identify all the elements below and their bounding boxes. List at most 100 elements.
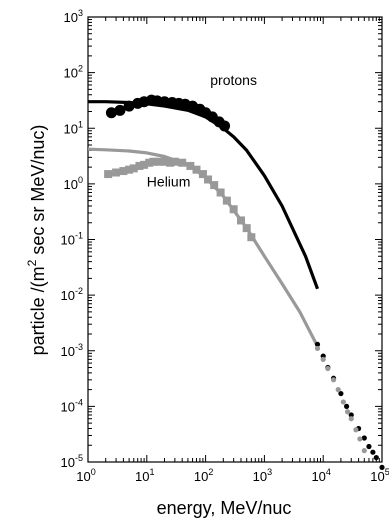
helium-data-point xyxy=(242,224,251,233)
protons-extrapolation-point xyxy=(370,449,376,455)
y-axis-title-superscript: 2 xyxy=(25,259,39,266)
helium-extrapolation-point xyxy=(340,399,346,405)
tick-label-exponent: 1 xyxy=(78,119,83,129)
protons-model-line xyxy=(88,100,320,290)
helium-extrapolation-point xyxy=(320,356,326,362)
helium-data-point xyxy=(204,175,213,184)
x-tick-label: 100 xyxy=(76,467,95,484)
tick-label-exponent: -1 xyxy=(75,231,83,241)
tick-label-base: 10 xyxy=(61,344,75,359)
tick-label-base: 10 xyxy=(64,10,78,25)
helium-data-point xyxy=(104,170,113,179)
tick-label-base: 10 xyxy=(64,66,78,81)
tick-label-base: 10 xyxy=(253,469,267,484)
tick-label-base: 10 xyxy=(135,469,149,484)
helium-data-point xyxy=(166,158,175,167)
protons-extrapolation-point xyxy=(314,341,321,348)
helium-extrapolation-point xyxy=(353,427,359,433)
y-tick-label: 103 xyxy=(64,8,83,25)
protons-extrapolation-point xyxy=(366,443,372,450)
tick-label-base: 10 xyxy=(311,469,325,484)
tick-label-base: 10 xyxy=(61,288,75,303)
helium-data-point xyxy=(160,157,169,166)
helium-extrapolation-point xyxy=(325,365,331,372)
tick-label-base: 10 xyxy=(194,469,208,484)
tick-label-exponent: 5 xyxy=(385,467,389,477)
y-tick-label: 10-2 xyxy=(61,286,83,303)
tick-label-exponent: -5 xyxy=(75,453,83,463)
helium-data-point xyxy=(229,205,238,214)
helium-data-point xyxy=(149,157,158,166)
series-layer xyxy=(87,94,385,470)
y-tick-label: 100 xyxy=(64,175,83,192)
helium-data-point xyxy=(178,158,187,167)
tick-label-base: 10 xyxy=(370,469,384,484)
protons-extrapolation-point xyxy=(338,390,344,397)
series-annotation-helium: Helium xyxy=(147,173,191,189)
helium-data-point xyxy=(237,216,246,225)
y-axis-title: particle /(m2 sec sr MeV/nuc) xyxy=(25,125,48,356)
helium-extrapolation-point xyxy=(335,387,341,393)
x-tick-label: 105 xyxy=(370,467,389,484)
tick-label-exponent: 3 xyxy=(78,8,83,18)
helium-data-point xyxy=(129,164,138,173)
y-tick-label: 10-1 xyxy=(61,231,83,248)
tick-label-exponent: 3 xyxy=(267,467,272,477)
y-tick-label: 101 xyxy=(64,119,83,136)
tick-label-exponent: -3 xyxy=(75,342,83,352)
y-axis-title-suffix: sec sr MeV/nuc) xyxy=(28,125,48,260)
helium-data-point xyxy=(154,157,163,166)
protons-data-point xyxy=(219,120,231,132)
tick-label-exponent: 1 xyxy=(150,467,155,477)
protons-extrapolation-point xyxy=(379,464,385,470)
annotations: protons Helium xyxy=(147,72,257,189)
protons-data-point xyxy=(114,104,126,116)
protons-extrapolation-point xyxy=(373,454,379,461)
tick-label-exponent: 0 xyxy=(91,467,96,477)
helium-data-point xyxy=(198,170,207,179)
tick-label-base: 10 xyxy=(64,121,78,136)
helium-data-point xyxy=(145,158,154,167)
protons-extrapolation-point xyxy=(348,412,354,418)
x-tick-label: 103 xyxy=(253,467,272,484)
helium-data-point xyxy=(192,165,201,174)
helium-data-point xyxy=(222,196,231,205)
series-annotation-protons: protons xyxy=(210,72,257,88)
protons-data-point xyxy=(105,107,117,119)
y-tick-label: 10-5 xyxy=(61,453,83,470)
axis-ticks xyxy=(87,16,383,463)
tick-label-exponent: 2 xyxy=(208,467,213,477)
tick-label-exponent: 4 xyxy=(326,467,331,477)
x-tick-label: 102 xyxy=(194,467,213,484)
y-tick-label: 10-3 xyxy=(61,342,83,359)
helium-data-point xyxy=(135,161,144,170)
helium-data-point xyxy=(119,167,128,176)
helium-model-line xyxy=(87,147,319,348)
protons-extrapolation-point xyxy=(343,403,350,409)
helium-extrapolation-point xyxy=(348,416,354,422)
helium-data-point xyxy=(112,168,121,177)
x-axis-title: energy, MeV/nuc xyxy=(157,498,292,518)
helium-data-point xyxy=(186,161,195,170)
tick-label-base: 10 xyxy=(61,399,75,414)
helium-extrapolation-point xyxy=(357,436,363,442)
y-axis-title-prefix: particle /(m xyxy=(28,266,48,355)
y-tick-label: 10-4 xyxy=(61,397,83,414)
x-tick-label: 101 xyxy=(135,467,154,484)
helium-data-point xyxy=(125,165,134,174)
helium-extrapolation-point xyxy=(330,377,337,383)
tick-label-base: 10 xyxy=(76,469,90,484)
helium-data-point xyxy=(140,160,149,169)
tick-label-base: 10 xyxy=(61,233,75,248)
helium-data-point xyxy=(170,157,179,166)
helium-data-point xyxy=(247,233,256,242)
tick-label-base: 10 xyxy=(61,455,75,470)
tick-label-exponent: 2 xyxy=(78,64,83,74)
helium-extrapolation-point xyxy=(314,345,321,352)
y-tick-label: 102 xyxy=(64,64,83,81)
helium-data-point xyxy=(216,188,225,197)
x-tick-label: 104 xyxy=(311,467,330,484)
tick-label-base: 10 xyxy=(64,177,78,192)
protons-extrapolation-point xyxy=(361,435,367,441)
